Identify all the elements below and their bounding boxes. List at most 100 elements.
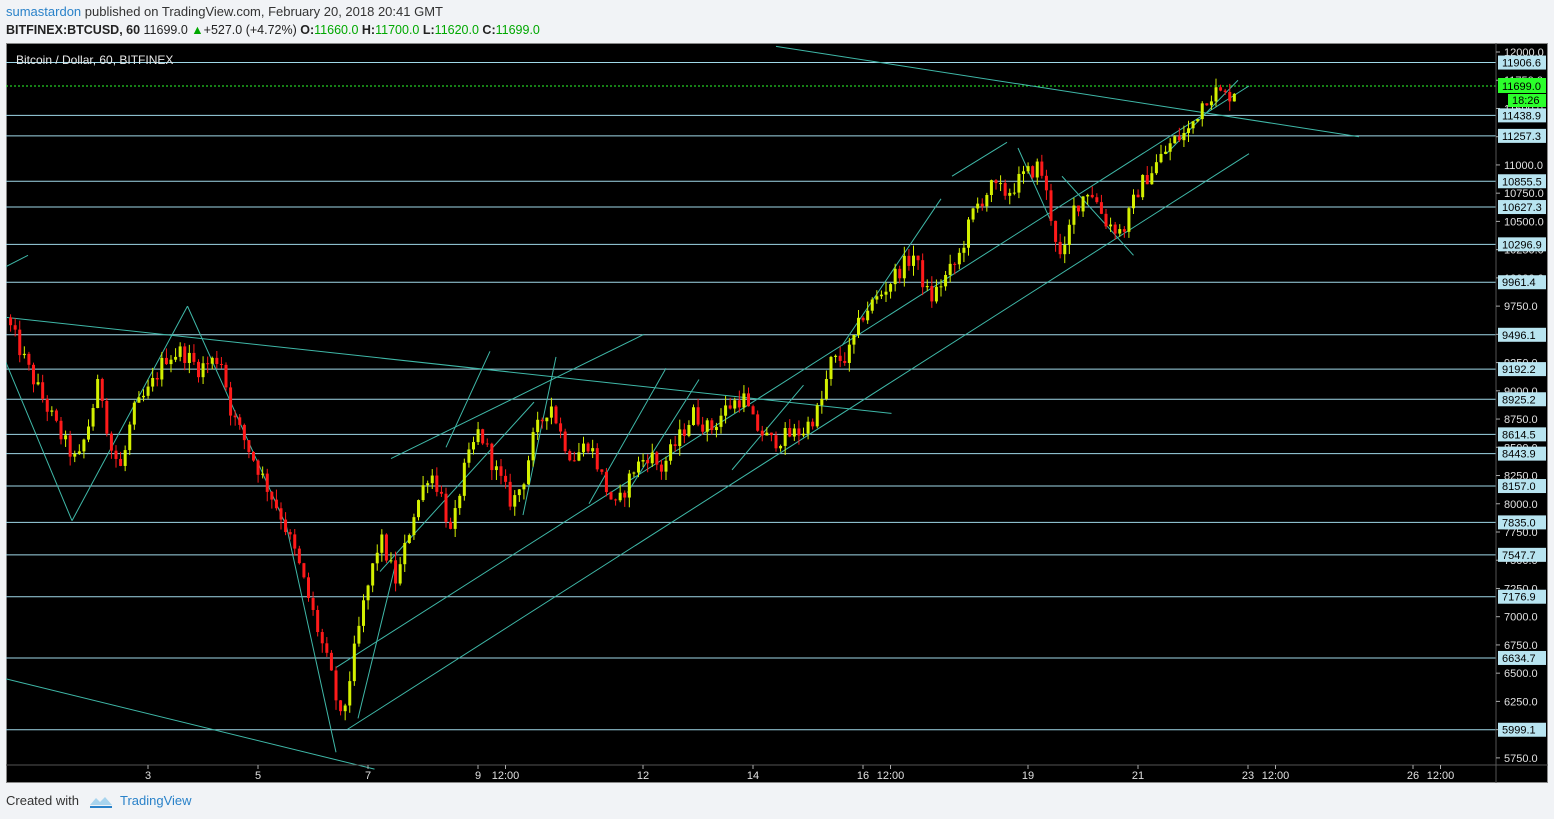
candle-body [586,443,590,452]
candle-body [948,263,952,275]
current-price-badge [1498,77,1546,93]
y-tick-label: 5750.0 [1504,753,1538,765]
candle-body [934,286,938,302]
candle-body [206,363,210,365]
candle-body [719,415,723,427]
trend-line[interactable] [335,85,1250,668]
y-axis[interactable]: 12000.011750.011500.011250.011000.010750… [1495,43,1546,783]
tradingview-link[interactable]: TradingView [120,793,192,808]
candle-body [155,378,159,380]
candle-body [788,428,792,437]
candle-body [114,450,118,459]
candle-body [999,183,1003,185]
current-price-label: 11699.0 [1502,81,1541,93]
candle-body [1127,208,1131,232]
candle-body [902,255,906,279]
x-tick-label: 5 [255,770,261,782]
candle-body [1219,87,1223,91]
candle-body [137,397,141,403]
candle-body [779,445,783,449]
trend-line[interactable] [627,379,700,493]
trend-line[interactable] [1061,175,1134,256]
trend-line[interactable] [390,333,645,460]
candle-body [261,473,265,475]
candle-body [146,386,150,396]
candle-body [169,359,173,365]
candle-body [430,475,434,484]
trend-line[interactable] [286,526,337,753]
candle-body [751,406,755,415]
candle-body [297,548,301,564]
candle-body [229,387,233,416]
trend-line[interactable] [187,305,287,527]
trend-line[interactable] [71,305,188,521]
candle-body [527,460,530,485]
trend-line[interactable] [775,45,1360,138]
candle-body [1012,192,1016,194]
candle-body [925,286,929,288]
candle-body [366,585,370,601]
trend-line[interactable] [6,362,73,521]
level-price-label: 11906.6 [1502,58,1541,70]
level-price-badge [1498,589,1546,604]
trend-line[interactable] [6,678,375,770]
candle-body [453,508,457,529]
level-price-label: 9961.4 [1502,277,1536,289]
level-price-badge [1498,650,1546,665]
candle-body [884,291,888,295]
author-link[interactable]: sumastardon [6,4,82,19]
candle-body [1109,224,1113,227]
x-tick-label: 26 [1407,770,1419,782]
trend-line[interactable] [357,560,397,719]
candle-body [994,180,998,184]
candle-body [559,423,563,432]
level-price-label: 5999.1 [1502,725,1536,737]
candle-body [54,410,58,421]
candle-body [178,346,182,357]
trend-line[interactable] [1017,147,1052,222]
trend-line[interactable] [951,141,1008,177]
trend-line[interactable] [588,367,667,505]
candle-body [1022,171,1025,174]
candle-body [1141,174,1145,198]
level-price-badge [1498,55,1546,70]
candle-body [352,643,356,682]
candle-body [160,357,164,380]
y-tick-label: 6750.0 [1504,640,1538,652]
x-tick-label: 19 [1022,770,1034,782]
candle-body [417,500,420,518]
candle-body [302,563,306,578]
trend-line[interactable] [841,198,942,346]
candle-body [623,492,627,498]
level-price-badge [1498,446,1546,461]
candle-body [939,286,943,288]
x-axis[interactable]: 3 5 7 9 12:00 12 14 16 12:00 19 21 23 12:00 26 12:00 [6,764,1548,782]
trend-line[interactable] [445,351,491,448]
chart-title: Bitcoin / Dollar, 60, BITFINEX [16,53,173,67]
candle-body [792,428,796,437]
candle-body [1132,194,1135,209]
candle-body [1113,224,1117,234]
level-price-label: 7835.0 [1502,517,1536,529]
candle-body [421,485,425,501]
candle-body [508,481,512,507]
candle-body [650,452,654,464]
candle-body [618,492,622,501]
ohlc-bar: BITFINEX:BTCUSD, 60 11699.0 ▲+527.0 (+4.… [6,21,540,39]
candle-body [279,508,283,520]
candle-body [989,180,993,196]
candle-body [197,361,200,378]
candle-body [971,208,975,220]
level-price-badge [1498,275,1546,290]
level-price-badge [1498,327,1546,342]
candle-body [151,378,155,387]
trend-line[interactable] [346,153,1250,731]
price-chart[interactable]: 12000.011750.011500.011250.011000.010750… [6,43,1548,783]
chart-area[interactable] [6,43,1548,783]
trend-line[interactable] [6,254,29,268]
candle-body [1095,197,1099,203]
candle-body [109,433,113,451]
trend-line[interactable] [522,356,557,516]
trend-line[interactable] [731,384,804,471]
candle-body [265,473,269,492]
